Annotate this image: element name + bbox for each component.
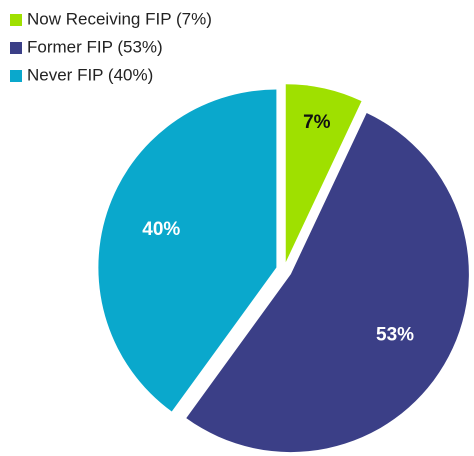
data-label: 53% — [376, 325, 414, 346]
legend-label: Former FIP (53%) — [27, 37, 163, 56]
legend-swatch — [10, 70, 22, 82]
pie-slice — [285, 84, 362, 263]
pie-slice — [98, 89, 277, 412]
data-label: 7% — [303, 112, 331, 133]
data-label: 40% — [142, 219, 180, 240]
legend-label: Now Receiving FIP (7%) — [27, 9, 212, 28]
legend-swatch — [10, 14, 22, 26]
pie-slice — [186, 113, 469, 453]
legend-label: Never FIP (40%) — [27, 65, 153, 84]
legend-swatch — [10, 42, 22, 54]
